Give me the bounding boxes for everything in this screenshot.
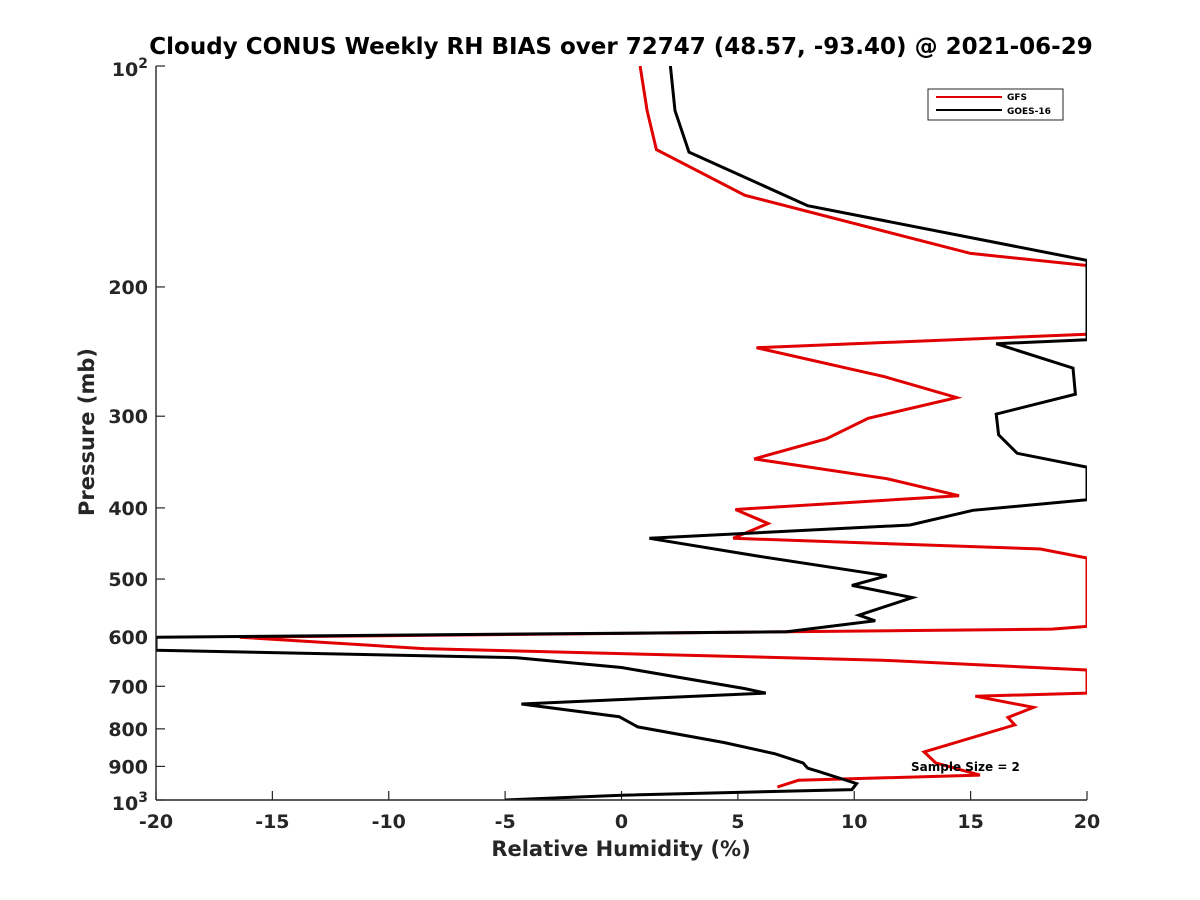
x-tick-label: 10 (841, 811, 867, 833)
y-axis-label: Pressure (mb) (75, 348, 99, 516)
y-tick-label: 103 (112, 790, 148, 815)
y-tick-label: 300 (108, 406, 148, 428)
y-tick-label: 800 (108, 719, 148, 741)
series-layer (156, 66, 1087, 800)
legend-goes16-label: GOES-16 (1007, 107, 1051, 117)
series-line-goes-16 (156, 66, 1087, 800)
y-tick-label: 900 (108, 756, 148, 778)
x-tick-label: -5 (495, 811, 516, 833)
x-axis-ticks: -20 -15 -10 -5 0 5 10 15 20 (139, 791, 1100, 833)
sample-size-annotation: Sample Size = 2 (911, 760, 1020, 774)
x-tick-label: -15 (255, 811, 289, 833)
x-tick-label: -10 (372, 811, 406, 833)
legend-box (927, 88, 1064, 121)
x-tick-label: 5 (731, 811, 744, 833)
x-tick-label: -20 (139, 811, 173, 833)
y-tick-label: 200 (108, 277, 148, 299)
y-tick-label: 102 (112, 56, 148, 81)
legend: GFS GOES-16 (927, 88, 1064, 121)
x-tick-label: 20 (1074, 811, 1100, 833)
legend-gfs-label: GFS (1007, 93, 1027, 103)
x-tick-label: 0 (615, 811, 628, 833)
x-axis-label: Relative Humidity (%) (491, 837, 750, 861)
chart-title: Cloudy CONUS Weekly RH BIAS over 72747 (… (149, 34, 1092, 60)
x-tick-label: 15 (957, 811, 983, 833)
y-axis-ticks: 102 200 300 400 500 600 700 800 900 103 (108, 56, 165, 815)
y-tick-label: 700 (108, 676, 148, 698)
series-line-gfs (239, 66, 1087, 789)
y-tick-label: 500 (108, 569, 148, 591)
y-tick-label: 400 (108, 498, 148, 520)
y-tick-label: 600 (108, 627, 148, 649)
